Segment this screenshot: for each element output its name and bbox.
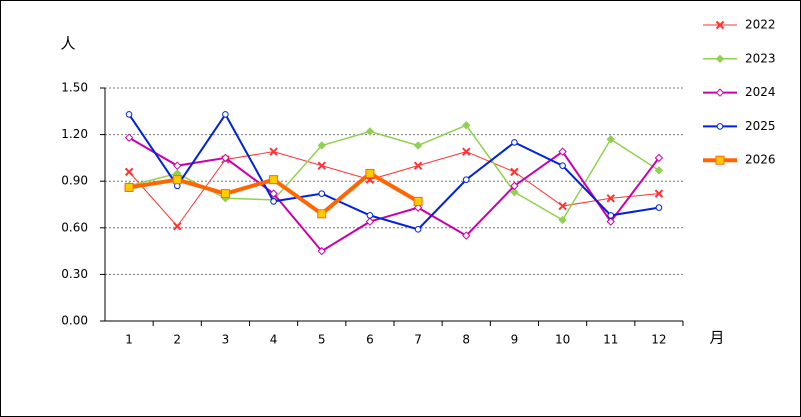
marker	[510, 181, 519, 191]
marker	[606, 217, 615, 226]
y-axis-label: 人	[60, 35, 75, 53]
legend-label: 2024	[745, 85, 776, 99]
marker	[221, 153, 230, 163]
x-tick-label: 1	[125, 333, 133, 347]
marker	[317, 209, 327, 219]
marker	[413, 141, 423, 150]
marker	[317, 161, 326, 170]
marker	[413, 161, 423, 170]
y-tick-label: 0.00	[61, 314, 88, 328]
marker	[124, 167, 134, 177]
legend-marker	[715, 20, 725, 30]
x-tick-label: 11	[603, 333, 618, 347]
marker	[125, 111, 133, 118]
legend-label: 2025	[745, 119, 776, 133]
marker	[124, 133, 134, 142]
marker	[559, 162, 566, 169]
marker	[269, 175, 279, 185]
marker	[220, 189, 230, 199]
y-tick-label: 0.30	[61, 267, 88, 281]
marker	[124, 182, 134, 192]
legend-marker	[716, 123, 724, 130]
x-tick-label: 8	[462, 333, 470, 347]
marker	[558, 201, 567, 211]
series-line	[128, 136, 660, 253]
x-tick-label: 10	[555, 333, 570, 347]
y-tick-label: 0.90	[61, 174, 88, 188]
marker	[462, 147, 471, 156]
marker	[606, 194, 615, 203]
y-tick-label: 1.50	[61, 81, 88, 95]
marker	[269, 147, 278, 156]
marker	[510, 187, 519, 197]
series-line	[128, 151, 659, 228]
marker	[558, 215, 567, 225]
series-line	[128, 112, 660, 231]
x-axis-label: 月	[709, 329, 724, 347]
marker	[172, 175, 182, 185]
x-tick-label: 3	[222, 333, 230, 347]
legend-marker	[715, 88, 725, 97]
marker	[365, 217, 375, 226]
marker	[511, 139, 518, 146]
marker	[173, 161, 182, 170]
y-tick-label: 0.60	[61, 220, 88, 234]
marker	[270, 198, 277, 205]
x-tick-label: 2	[173, 333, 181, 347]
marker	[413, 196, 423, 206]
marker	[317, 141, 326, 150]
marker	[173, 222, 182, 231]
x-tick-label: 7	[414, 333, 422, 347]
marker	[365, 127, 375, 136]
marker	[654, 166, 664, 175]
legend-label: 2023	[745, 51, 776, 65]
marker	[654, 189, 664, 198]
legend-label: 2026	[745, 153, 776, 167]
marker	[558, 147, 567, 156]
marker	[607, 212, 615, 219]
marker	[222, 111, 229, 118]
marker	[269, 189, 278, 198]
series-line	[128, 124, 660, 222]
marker	[655, 204, 663, 211]
marker	[317, 246, 326, 256]
marker	[366, 212, 374, 219]
marker	[606, 135, 615, 144]
x-tick-label: 9	[511, 333, 519, 347]
legend-marker	[715, 54, 725, 64]
legend-label: 2022	[745, 18, 776, 32]
marker	[365, 168, 375, 178]
x-tick-label: 12	[651, 333, 666, 347]
x-tick-label: 5	[318, 333, 326, 347]
y-tick-label: 1.20	[61, 127, 88, 141]
marker	[462, 231, 471, 240]
marker	[462, 176, 470, 183]
marker	[462, 121, 471, 130]
x-tick-label: 4	[270, 333, 278, 347]
x-tick-label: 6	[366, 333, 374, 347]
marker	[654, 153, 664, 163]
marker	[414, 226, 422, 233]
marker	[318, 190, 326, 197]
marker	[510, 167, 519, 177]
legend-marker	[715, 155, 725, 165]
